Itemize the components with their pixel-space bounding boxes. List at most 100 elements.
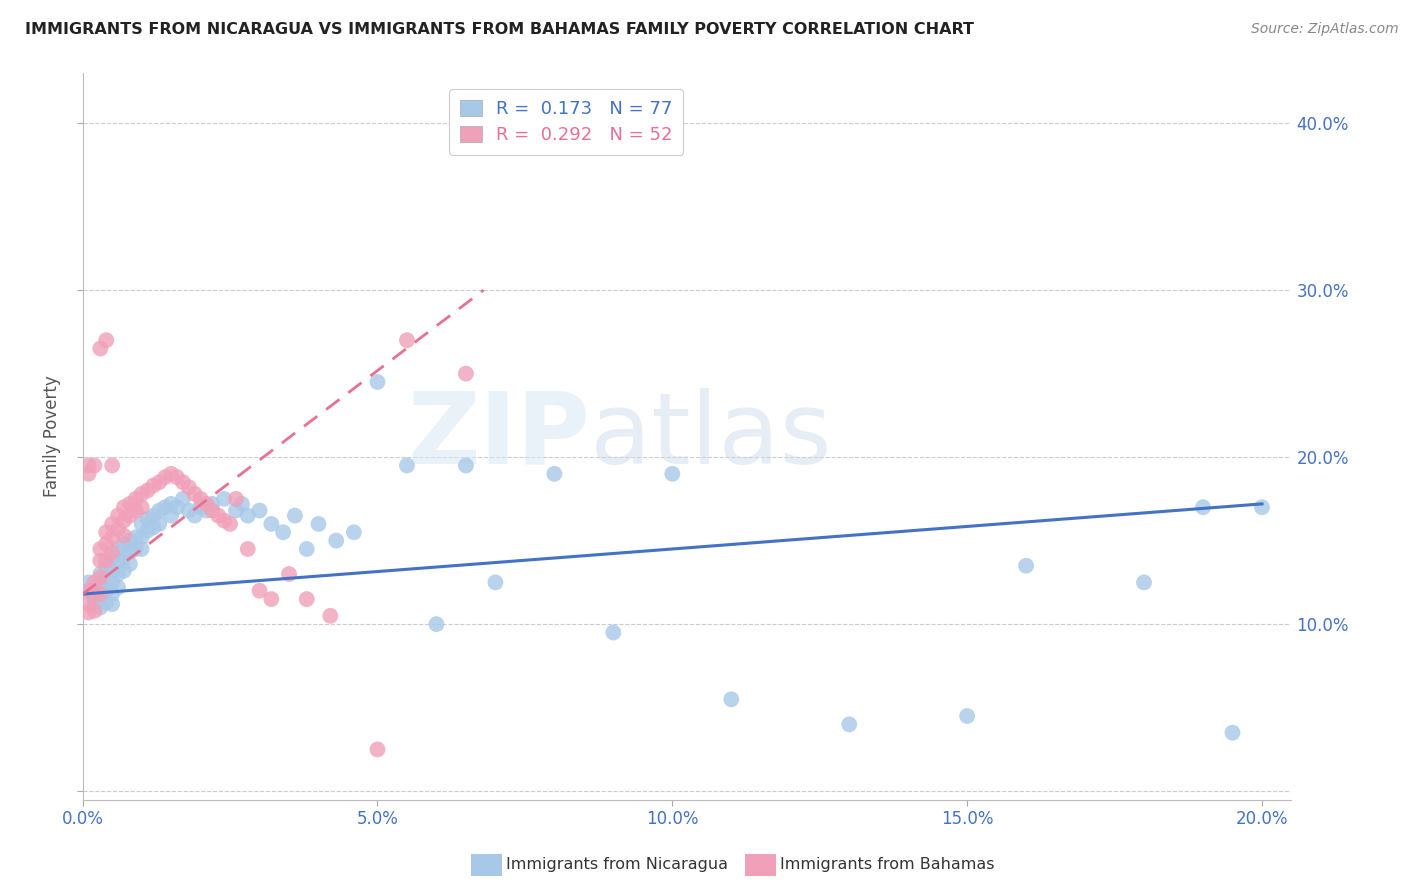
Point <box>118 508 141 523</box>
Point <box>454 367 477 381</box>
Point <box>236 541 259 556</box>
Point <box>131 541 153 556</box>
Point <box>1222 725 1244 739</box>
Point <box>101 550 124 565</box>
Point <box>366 375 388 389</box>
Point <box>343 525 366 540</box>
Point <box>190 491 212 506</box>
Point <box>212 514 235 528</box>
Point <box>83 604 105 618</box>
Point <box>83 597 105 611</box>
Point <box>153 500 176 515</box>
Point <box>838 717 860 731</box>
Point <box>112 514 135 528</box>
Point <box>89 581 111 595</box>
Point <box>101 545 124 559</box>
Point <box>177 480 200 494</box>
Point <box>83 587 105 601</box>
Point <box>212 491 235 506</box>
Point <box>153 470 176 484</box>
Point <box>89 600 111 615</box>
Text: ZIP: ZIP <box>408 388 591 484</box>
Point <box>271 525 294 540</box>
Point <box>89 342 111 356</box>
Point <box>190 500 212 515</box>
Point <box>118 557 141 571</box>
Point <box>118 533 141 548</box>
Point <box>166 500 188 515</box>
Point <box>101 597 124 611</box>
Point <box>83 575 105 590</box>
Point <box>77 467 100 481</box>
Point <box>118 497 141 511</box>
Point <box>112 564 135 578</box>
Point <box>207 508 229 523</box>
Point <box>77 606 100 620</box>
Point <box>236 508 259 523</box>
Point <box>96 583 118 598</box>
Point <box>136 483 159 498</box>
Y-axis label: Family Poverty: Family Poverty <box>44 376 60 497</box>
Point <box>148 475 170 490</box>
Point <box>308 516 330 531</box>
Point <box>177 503 200 517</box>
Point <box>260 516 283 531</box>
Point <box>148 503 170 517</box>
Point <box>249 583 271 598</box>
Point <box>136 524 159 538</box>
Point <box>454 458 477 473</box>
Point <box>720 692 742 706</box>
Point <box>172 475 194 490</box>
Point <box>136 512 159 526</box>
Point <box>107 541 129 556</box>
Point <box>183 487 205 501</box>
Point <box>225 491 247 506</box>
Point <box>107 522 129 536</box>
Point <box>125 541 148 556</box>
Point <box>195 503 218 517</box>
Point <box>166 470 188 484</box>
Point <box>543 467 565 481</box>
Point <box>172 491 194 506</box>
Point <box>89 570 111 584</box>
Point <box>77 597 100 611</box>
Legend: R =  0.173   N = 77, R =  0.292   N = 52: R = 0.173 N = 77, R = 0.292 N = 52 <box>449 89 683 154</box>
Point <box>131 516 153 531</box>
Point <box>112 537 135 551</box>
Point <box>201 497 224 511</box>
Point <box>366 742 388 756</box>
Point <box>201 503 224 517</box>
Point <box>142 520 165 534</box>
Point <box>77 583 100 598</box>
Point <box>160 508 183 523</box>
Text: IMMIGRANTS FROM NICARAGUA VS IMMIGRANTS FROM BAHAMAS FAMILY POVERTY CORRELATION : IMMIGRANTS FROM NICARAGUA VS IMMIGRANTS … <box>25 22 974 37</box>
Point <box>1133 575 1156 590</box>
Point <box>160 467 183 481</box>
Point <box>1015 558 1038 573</box>
Point <box>295 592 318 607</box>
Point <box>89 541 111 556</box>
Point <box>112 500 135 515</box>
Point <box>77 575 100 590</box>
Point <box>77 458 100 473</box>
Text: Immigrants from Nicaragua: Immigrants from Nicaragua <box>506 857 728 872</box>
Point <box>325 533 347 548</box>
Point <box>96 570 118 584</box>
Point <box>89 567 111 582</box>
Point <box>131 487 153 501</box>
Point <box>142 478 165 492</box>
Point <box>83 587 105 601</box>
Point <box>77 583 100 598</box>
Point <box>195 497 218 511</box>
Point <box>101 575 124 590</box>
Text: Immigrants from Bahamas: Immigrants from Bahamas <box>780 857 995 872</box>
Point <box>107 581 129 595</box>
Point <box>125 503 148 517</box>
Point <box>96 554 118 568</box>
Point <box>125 530 148 544</box>
Point <box>231 497 253 511</box>
Point <box>83 592 105 607</box>
Point <box>284 508 307 523</box>
Point <box>395 333 418 347</box>
Point <box>225 503 247 517</box>
